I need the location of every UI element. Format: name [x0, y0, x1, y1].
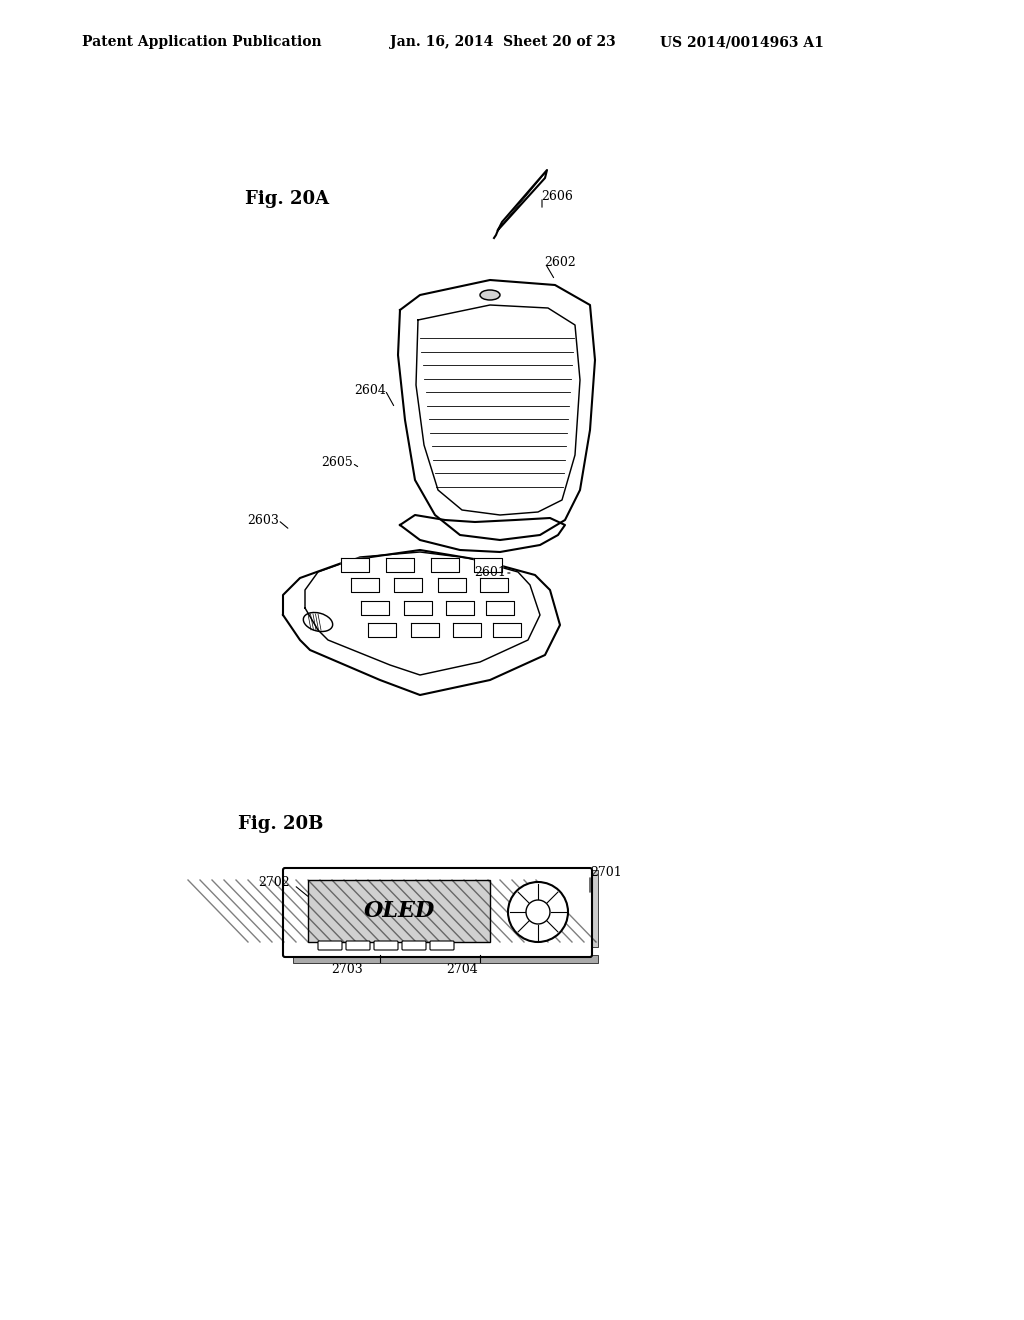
Polygon shape: [351, 578, 379, 591]
Polygon shape: [498, 170, 547, 230]
Text: Patent Application Publication: Patent Application Publication: [82, 36, 322, 49]
Polygon shape: [386, 558, 414, 572]
FancyBboxPatch shape: [374, 941, 398, 950]
Polygon shape: [368, 623, 396, 638]
Circle shape: [508, 882, 568, 942]
Text: 2702: 2702: [258, 875, 290, 888]
Circle shape: [526, 900, 550, 924]
Text: 2603: 2603: [247, 513, 279, 527]
Text: 2704: 2704: [446, 964, 478, 975]
Polygon shape: [480, 578, 508, 591]
FancyBboxPatch shape: [402, 941, 426, 950]
Text: 2605: 2605: [322, 457, 353, 470]
Polygon shape: [446, 601, 474, 615]
Polygon shape: [341, 558, 369, 572]
Bar: [308, 880, 490, 942]
Text: 2601: 2601: [474, 566, 506, 579]
Polygon shape: [438, 578, 466, 591]
Text: 2606: 2606: [541, 190, 573, 203]
Text: Fig. 20A: Fig. 20A: [245, 190, 329, 209]
FancyBboxPatch shape: [283, 869, 592, 957]
Polygon shape: [453, 623, 481, 638]
Polygon shape: [474, 558, 502, 572]
Polygon shape: [404, 601, 432, 615]
Ellipse shape: [480, 290, 500, 300]
Text: 2703: 2703: [331, 964, 362, 975]
Polygon shape: [283, 550, 560, 696]
Text: OLED: OLED: [364, 900, 434, 921]
Text: Fig. 20B: Fig. 20B: [238, 814, 324, 833]
Text: US 2014/0014963 A1: US 2014/0014963 A1: [660, 36, 824, 49]
Text: 2604: 2604: [354, 384, 386, 396]
Text: 2701: 2701: [590, 866, 622, 879]
FancyBboxPatch shape: [590, 870, 598, 946]
Polygon shape: [398, 280, 595, 540]
Polygon shape: [394, 578, 422, 591]
Polygon shape: [431, 558, 459, 572]
Polygon shape: [361, 601, 389, 615]
FancyBboxPatch shape: [430, 941, 454, 950]
FancyBboxPatch shape: [318, 941, 342, 950]
FancyBboxPatch shape: [346, 941, 370, 950]
Polygon shape: [486, 601, 514, 615]
Text: 2602: 2602: [544, 256, 575, 269]
Polygon shape: [411, 623, 439, 638]
FancyBboxPatch shape: [293, 954, 598, 964]
Polygon shape: [416, 305, 580, 515]
Text: Jan. 16, 2014  Sheet 20 of 23: Jan. 16, 2014 Sheet 20 of 23: [390, 36, 615, 49]
Polygon shape: [493, 623, 521, 638]
